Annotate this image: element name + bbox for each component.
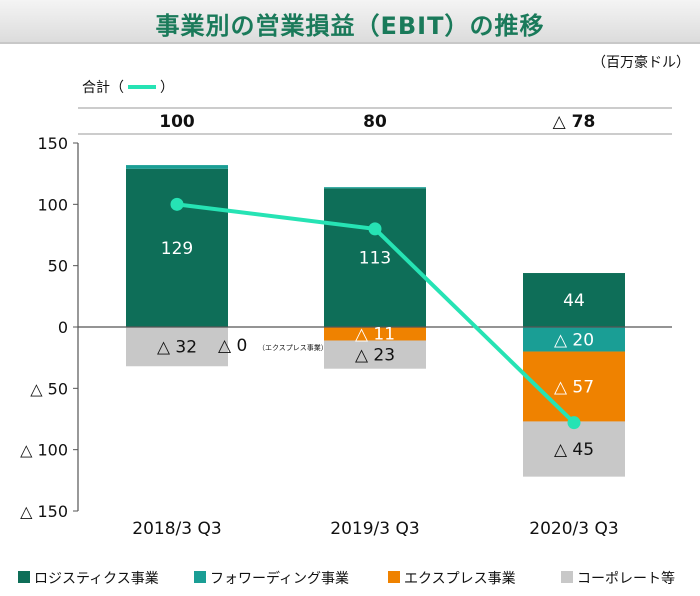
y-tick-label: 100 bbox=[37, 195, 68, 214]
data-label: 129 bbox=[161, 239, 193, 259]
y-tick-label: △ 50 bbox=[30, 379, 68, 398]
total-legend-suffix: ） bbox=[160, 80, 174, 96]
bar-segment bbox=[324, 327, 426, 341]
chart-title: 事業別の営業損益（EBIT）の推移 bbox=[155, 12, 545, 40]
legend-label: コーポレート等 bbox=[577, 570, 675, 587]
bar-segment bbox=[324, 340, 426, 369]
total-label: △ 78 bbox=[553, 112, 596, 132]
x-tick-label: 2020/3 Q3 bbox=[529, 519, 618, 539]
bar-segment bbox=[523, 351, 625, 422]
data-label: △ 57 bbox=[554, 377, 594, 397]
bar-segment bbox=[324, 187, 426, 189]
data-label: 1 bbox=[370, 164, 381, 184]
data-label: △ 20 bbox=[554, 330, 594, 350]
y-tick-label: △ 100 bbox=[20, 441, 68, 460]
zero-annotation: （エクスプレス事業） bbox=[258, 343, 328, 352]
y-tick-label: △ 150 bbox=[20, 502, 68, 521]
total-point bbox=[170, 197, 184, 211]
bar-segment bbox=[523, 421, 625, 477]
total-label: 100 bbox=[159, 112, 195, 132]
legend-label: フォワーディング事業 bbox=[210, 570, 349, 587]
totals-row: 100 80 △ 78 bbox=[78, 107, 672, 135]
bar-segment bbox=[126, 168, 228, 327]
legend-swatch bbox=[561, 571, 573, 583]
legend-swatch bbox=[194, 571, 206, 583]
total-legend-prefix: 合計（ bbox=[82, 80, 124, 96]
legend-swatch bbox=[18, 571, 30, 583]
unit-label: （百万豪ドル） bbox=[592, 55, 690, 71]
y-tick-label: 0 bbox=[58, 318, 68, 337]
data-label: 113 bbox=[359, 249, 391, 269]
y-tick-label: 150 bbox=[37, 134, 68, 153]
bar-segment bbox=[523, 273, 625, 327]
legend-label: エクスプレス事業 bbox=[404, 571, 516, 587]
data-label: △ 11 bbox=[355, 325, 395, 345]
legend: ロジスティクス事業 フォワーディング事業 エクスプレス事業 コーポレート等 bbox=[18, 570, 675, 587]
bar-segment bbox=[126, 165, 228, 169]
legend-label: ロジスティクス事業 bbox=[34, 571, 159, 587]
total-label: 80 bbox=[363, 112, 387, 132]
legend-swatch bbox=[388, 571, 400, 583]
data-label: △ 32 bbox=[157, 338, 197, 358]
plot-area: 150 100 50 0 △ 50 △ 100 △ 150 2018/3 Q3 2019/3 Q… bbox=[20, 134, 672, 539]
total-point bbox=[368, 222, 382, 236]
title-bar bbox=[0, 0, 700, 44]
bar-segment bbox=[523, 327, 625, 352]
x-tick-label: 2018/3 Q3 bbox=[132, 519, 221, 539]
total-legend: 合計（ ） bbox=[82, 80, 174, 96]
data-label: △ 23 bbox=[355, 346, 395, 366]
data-label: 44 bbox=[563, 291, 585, 311]
x-tick-label: 2019/3 Q3 bbox=[330, 519, 419, 539]
total-point bbox=[567, 416, 581, 430]
data-label: △ 0 bbox=[218, 336, 247, 356]
bar-segment bbox=[126, 327, 228, 367]
y-tick-label: 50 bbox=[48, 257, 68, 276]
data-label: △ 45 bbox=[554, 440, 594, 460]
bar-segment bbox=[324, 188, 426, 327]
data-label: 3 bbox=[172, 142, 183, 162]
